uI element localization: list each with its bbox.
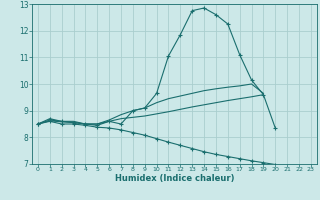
X-axis label: Humidex (Indice chaleur): Humidex (Indice chaleur) bbox=[115, 174, 234, 183]
